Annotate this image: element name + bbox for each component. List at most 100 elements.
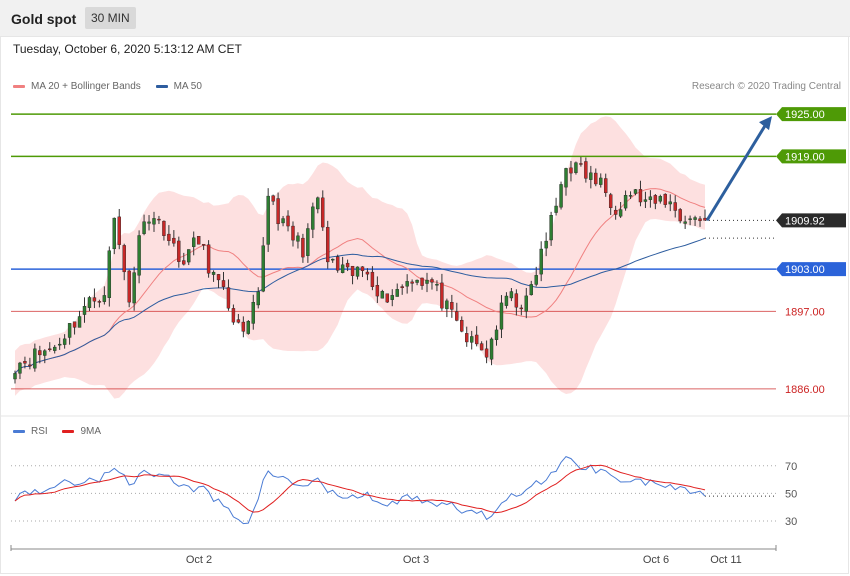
candle-body — [28, 364, 32, 367]
candle-body — [321, 197, 325, 228]
candle-body — [127, 270, 131, 303]
candle-body — [266, 195, 270, 245]
candle-body — [43, 350, 47, 356]
candle-body — [494, 329, 499, 340]
candle-body — [162, 220, 166, 236]
candle-body — [241, 321, 246, 332]
candle-body — [618, 209, 623, 217]
candle-body — [599, 177, 603, 185]
legend-swatch-ma50 — [155, 84, 168, 88]
rsi-level-label-50: 50 — [785, 488, 797, 500]
candle-body — [594, 172, 598, 185]
candle-body — [355, 266, 360, 277]
candle-body — [142, 221, 146, 234]
legend-label-rsi: RSI — [31, 426, 48, 437]
candle-body — [435, 284, 439, 286]
candle-body — [405, 281, 409, 287]
report-datetime: Tuesday, October 6, 2020 5:13:12 AM CET — [13, 42, 242, 56]
candle-body — [360, 266, 365, 271]
candle-body — [57, 343, 62, 346]
candle-body — [345, 262, 350, 268]
projection-arrow-line — [705, 123, 768, 222]
rsi-9ma-line — [14, 464, 706, 514]
candle-body — [335, 256, 340, 271]
candle-body — [172, 237, 176, 244]
candle-body — [286, 215, 290, 227]
candle-body — [678, 209, 682, 222]
candle-body — [524, 295, 528, 312]
rsi-level-label-70: 70 — [785, 461, 797, 473]
candle-body — [72, 321, 77, 328]
candle-body — [77, 316, 82, 328]
candle-body — [688, 218, 692, 220]
candle-body — [33, 348, 37, 369]
candle-body — [301, 237, 305, 258]
candle-body — [330, 258, 335, 261]
candle-body — [658, 196, 663, 202]
candle-body — [549, 215, 553, 241]
candle-body — [693, 217, 697, 220]
candle-body — [410, 281, 414, 284]
candle-body — [623, 195, 628, 209]
candle-body — [544, 240, 548, 249]
candle-body — [177, 240, 181, 262]
legend-item-ma50: MA 50 — [155, 81, 202, 92]
candle-body — [534, 275, 538, 285]
candle-body — [430, 279, 434, 283]
candle-body — [455, 311, 459, 321]
candle-body — [102, 295, 107, 302]
candle-body — [648, 196, 653, 200]
candle-body — [683, 221, 687, 224]
candle-body — [326, 227, 330, 263]
candle-body — [216, 274, 221, 281]
candle-body — [673, 202, 677, 211]
candle-body — [564, 168, 568, 188]
candle-body — [385, 293, 390, 303]
candle-body — [365, 271, 370, 275]
candle-body — [201, 243, 206, 246]
candle-body — [554, 205, 558, 213]
candle-body — [97, 301, 102, 303]
candle-body — [663, 193, 667, 205]
candle-body — [514, 293, 519, 308]
candle-body — [226, 287, 231, 309]
candle-body — [152, 218, 156, 225]
candle-body — [192, 237, 196, 247]
level-label-1909.92: 1909.92 — [785, 215, 825, 227]
candle-body — [450, 302, 454, 310]
candle-body — [375, 284, 380, 297]
legend-item-9ma: 9MA — [62, 426, 101, 437]
candle-body — [316, 197, 320, 210]
candle-body — [187, 249, 191, 263]
candle-body — [484, 348, 489, 358]
candle-body — [251, 302, 255, 324]
time-axis-label: Oct 2 — [186, 554, 212, 566]
candle-body — [291, 225, 295, 241]
candle-body — [182, 260, 186, 265]
candle-body — [499, 302, 504, 330]
time-axis-label: Oct 3 — [403, 554, 429, 566]
candle-body — [579, 163, 583, 165]
candle-body — [296, 235, 300, 242]
candle-body — [67, 323, 72, 338]
ma50-line — [14, 237, 706, 374]
level-label-1903.00: 1903.00 — [785, 264, 825, 276]
time-axis-label: Oct 6 — [643, 554, 669, 566]
candle-body — [390, 295, 394, 300]
candle-body — [529, 284, 533, 296]
candle-body — [425, 279, 429, 284]
candle-body — [460, 319, 464, 332]
timeframe-badge[interactable]: 30 MIN — [85, 7, 136, 29]
candle-body — [147, 221, 151, 224]
copyright-credit: Research © 2020 Trading Central — [691, 81, 841, 92]
candle-body — [589, 172, 593, 180]
candle-body — [400, 286, 404, 289]
candle-body — [206, 244, 211, 274]
candle-body — [221, 280, 226, 287]
time-axis-label: Oct 11 — [710, 554, 742, 566]
top-bar: Gold spot 30 MIN — [0, 0, 850, 37]
legend-label-9ma: 9MA — [80, 426, 102, 437]
level-label-1886.00: 1886.00 — [785, 384, 825, 396]
level-label-1897.00: 1897.00 — [785, 306, 825, 318]
